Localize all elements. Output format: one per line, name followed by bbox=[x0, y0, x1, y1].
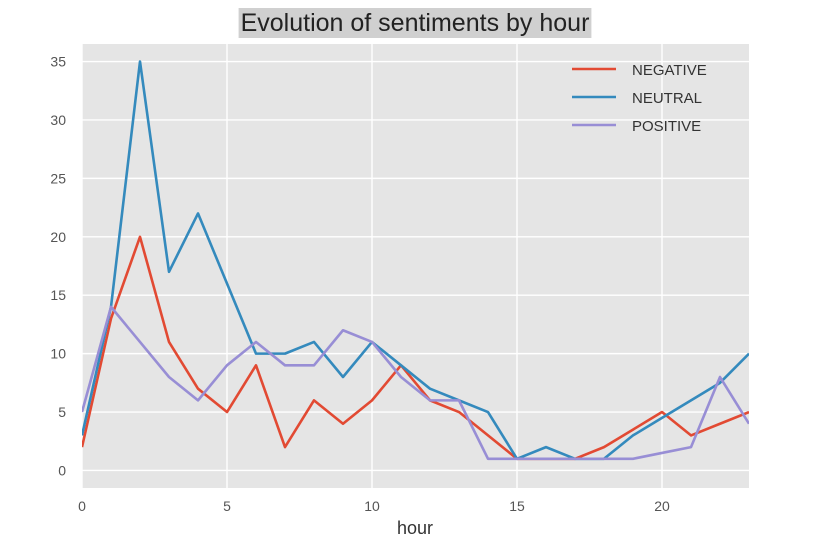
y-tick-label: 15 bbox=[50, 287, 66, 303]
x-axis-label: hour bbox=[397, 518, 433, 538]
title-background bbox=[238, 8, 592, 38]
x-tick-labels: 0 5 10 15 20 bbox=[78, 498, 670, 514]
x-tick-label: 0 bbox=[78, 498, 86, 514]
y-tick-label: 35 bbox=[50, 54, 66, 70]
legend: NEGATIVE NEUTRAL POSITIVE bbox=[572, 62, 707, 135]
x-tick-label: 10 bbox=[364, 498, 380, 514]
legend-label-neutral: NEUTRAL bbox=[632, 90, 702, 107]
grid-lines bbox=[81, 44, 749, 488]
legend-label-negative: NEGATIVE bbox=[632, 62, 707, 79]
plot-area bbox=[82, 44, 749, 488]
series-line-positive bbox=[82, 305, 749, 461]
y-tick-label: 25 bbox=[50, 170, 66, 186]
chart-title: Evolution of sentiments by hour bbox=[241, 9, 590, 37]
y-tick-label: 5 bbox=[58, 404, 66, 420]
y-tick-label: 30 bbox=[50, 112, 66, 128]
series-line-neutral bbox=[82, 60, 749, 461]
x-tick-label: 20 bbox=[654, 498, 670, 514]
y-tick-label: 10 bbox=[50, 346, 66, 362]
legend-label-positive: POSITIVE bbox=[632, 118, 701, 135]
y-tick-labels: 0 5 10 15 20 25 30 35 bbox=[50, 54, 66, 479]
series-lines bbox=[82, 60, 749, 461]
x-tick-label: 5 bbox=[223, 498, 231, 514]
x-tick-label: 15 bbox=[509, 498, 525, 514]
y-tick-label: 20 bbox=[50, 229, 66, 245]
series-line-negative bbox=[82, 235, 749, 461]
y-tick-label: 0 bbox=[58, 462, 66, 478]
